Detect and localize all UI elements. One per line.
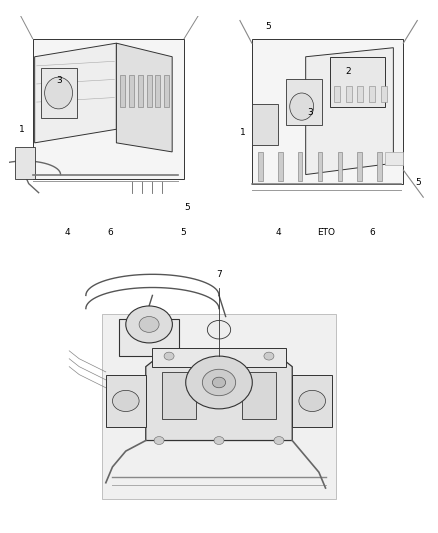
Bar (120, 75, 125, 107)
Text: 5: 5 (180, 228, 186, 237)
Bar (162, 372, 196, 419)
Text: ETO: ETO (318, 228, 336, 237)
Text: 6: 6 (370, 228, 375, 237)
Bar (168, 57, 206, 215)
Circle shape (214, 437, 224, 445)
Polygon shape (35, 43, 117, 143)
Text: 6: 6 (107, 228, 113, 237)
Circle shape (154, 437, 164, 445)
Circle shape (274, 437, 284, 445)
Text: 5: 5 (265, 22, 271, 31)
Bar (9, 72, 35, 231)
Bar (9, 181, 178, 231)
Text: 4: 4 (65, 228, 71, 237)
Polygon shape (146, 356, 292, 440)
Bar (338, 152, 343, 181)
Bar (292, 375, 332, 427)
Text: 5: 5 (415, 178, 421, 187)
Text: 4: 4 (276, 228, 282, 237)
Text: 2: 2 (346, 67, 351, 76)
Bar (152, 348, 286, 367)
Bar (230, 23, 310, 79)
Circle shape (207, 320, 231, 339)
Bar (357, 152, 362, 181)
Circle shape (164, 352, 174, 360)
Circle shape (202, 369, 236, 395)
Bar (164, 75, 169, 107)
Bar (336, 256, 385, 520)
Bar (230, 186, 399, 231)
Polygon shape (306, 48, 393, 175)
Bar (102, 314, 336, 498)
Polygon shape (252, 39, 403, 183)
Bar (41, 68, 77, 118)
Text: 3: 3 (307, 108, 313, 117)
Bar (138, 75, 143, 107)
Bar (258, 152, 263, 181)
Text: 1: 1 (240, 128, 246, 137)
Bar (106, 375, 146, 427)
Bar (334, 86, 339, 102)
Bar (385, 152, 403, 165)
Bar (242, 372, 276, 419)
Bar (357, 86, 364, 102)
Bar (346, 86, 352, 102)
Bar (385, 66, 427, 220)
Polygon shape (117, 43, 172, 152)
Text: 3: 3 (57, 76, 63, 85)
Text: 1: 1 (19, 125, 25, 134)
Circle shape (139, 317, 159, 333)
Circle shape (186, 356, 252, 409)
Circle shape (290, 93, 314, 120)
Bar (155, 75, 160, 107)
Bar (109, 23, 204, 79)
Bar (298, 152, 303, 181)
Bar (286, 79, 321, 125)
Polygon shape (33, 39, 184, 179)
Circle shape (299, 390, 325, 411)
Bar (15, 147, 35, 179)
Circle shape (113, 390, 139, 411)
Text: 5: 5 (184, 203, 190, 212)
Circle shape (126, 306, 173, 343)
Bar (53, 498, 385, 520)
Bar (381, 86, 387, 102)
Circle shape (264, 352, 274, 360)
Bar (119, 319, 179, 356)
Circle shape (45, 77, 73, 109)
Bar (53, 256, 385, 314)
Bar (147, 75, 152, 107)
Bar (53, 256, 102, 520)
Bar (252, 104, 278, 145)
Bar (378, 152, 382, 181)
Bar (330, 57, 385, 107)
Bar (278, 152, 283, 181)
Circle shape (212, 377, 226, 388)
Bar (230, 77, 254, 231)
Bar (318, 152, 322, 181)
Bar (369, 86, 375, 102)
Bar (129, 75, 134, 107)
Text: 7: 7 (216, 270, 222, 279)
